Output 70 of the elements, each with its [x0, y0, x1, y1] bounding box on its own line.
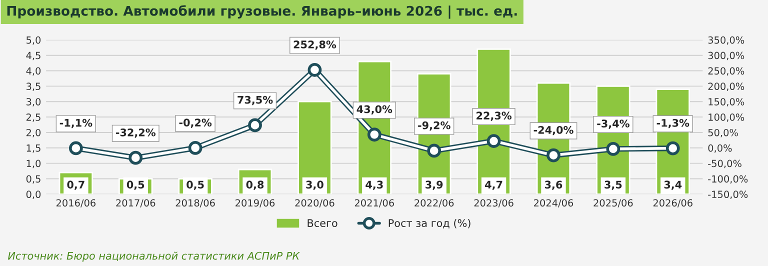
y-tick-label: 0,0: [26, 190, 41, 200]
y2-tick-label: -50,0%: [708, 160, 742, 168]
y-tick-label: 5,0: [26, 36, 41, 45]
point: [486, 134, 501, 148]
data-label: 252,8%: [294, 40, 336, 50]
y2-tick-label: 250,0%: [708, 67, 744, 76]
x-tick-label: 2024/06: [534, 199, 574, 208]
point: [606, 142, 620, 156]
data-label: 22,3%: [476, 112, 512, 121]
point: [367, 128, 382, 142]
data-label: 3,4: [664, 180, 682, 190]
data-label: 0,8: [246, 180, 264, 190]
data-label: 0,5: [186, 180, 204, 190]
data-label: -9,2%: [418, 121, 450, 131]
x-tick-label: 2026/06: [653, 199, 692, 208]
y-tick-label: 4,0: [26, 67, 41, 76]
x-tick-label: 2021/06: [354, 199, 394, 208]
data-label: -3,4%: [597, 120, 630, 129]
y2-tick-label: 0,0%: [708, 144, 732, 153]
y-tick-label: 2,5: [26, 114, 40, 122]
y2-tick-label: 300,0%: [708, 52, 744, 60]
y-tick-label: 1,5: [26, 144, 40, 153]
x-tick-label: 2019/06: [236, 199, 275, 208]
y2-tick-label: 150,0%: [708, 98, 744, 106]
legend-label: Рост за год (%): [388, 218, 470, 228]
x-tick-label: 2016/06: [56, 199, 96, 208]
point: [68, 141, 83, 156]
y2-tick-label: 350,0%: [708, 36, 744, 45]
data-label: -24,0%: [534, 126, 574, 136]
x-tick-label: 2022/06: [414, 199, 454, 208]
y-tick-label: 4,5: [26, 52, 40, 60]
point: [248, 118, 262, 132]
data-label: 73,5%: [238, 96, 273, 106]
point: [546, 148, 560, 162]
point: [308, 62, 322, 77]
y-tick-label: 0,5: [26, 175, 40, 184]
y-tick-label: 3,5: [26, 82, 40, 92]
data-label: 0,7: [67, 180, 84, 190]
data-label: 4,7: [485, 180, 502, 190]
data-label: 3,5: [604, 180, 622, 190]
data-label: 0,5: [126, 180, 144, 190]
point: [666, 141, 680, 156]
point: [128, 150, 143, 165]
data-label: -1,3%: [656, 118, 690, 128]
data-label: -32,2%: [116, 128, 156, 138]
y2-tick-label: 50,0%: [708, 128, 738, 138]
y-tick-label: 3,0: [26, 98, 41, 106]
data-label: 3,9: [426, 180, 443, 190]
x-tick-label: 2017/06: [116, 199, 156, 208]
data-label: -0,2%: [179, 118, 212, 128]
legend-label: Всего: [308, 219, 338, 228]
y2-tick-label: 100,0%: [708, 114, 744, 122]
data-label: 3,0: [306, 180, 324, 190]
point: [427, 144, 442, 158]
y-tick-label: 2,0: [26, 128, 41, 138]
x-tick-label: 2023/06: [474, 199, 514, 208]
point: [188, 141, 202, 155]
y-tick-label: 1,0: [26, 160, 41, 168]
data-label: 3,6: [544, 180, 562, 190]
y2-tick-label: -150,0%: [708, 190, 748, 200]
y2-tick-label: 200,0%: [708, 82, 744, 92]
x-tick-label: 2018/06: [176, 199, 215, 208]
text: Источник: Бюро национальной статистики АСПиР РК: [8, 252, 300, 262]
data-label: 4,3: [366, 180, 383, 190]
x-tick-label: 2025/06: [594, 199, 633, 208]
data-label: -1,1%: [60, 118, 92, 128]
chart-title: Производство. Автомобили грузовые. Январь–июнь 2026 | тыс. ед.: [7, 5, 517, 19]
y2-tick-label: -100,0%: [708, 175, 748, 184]
x-tick-label: 2020/06: [295, 199, 334, 208]
data-label: 43,0%: [356, 105, 392, 114]
